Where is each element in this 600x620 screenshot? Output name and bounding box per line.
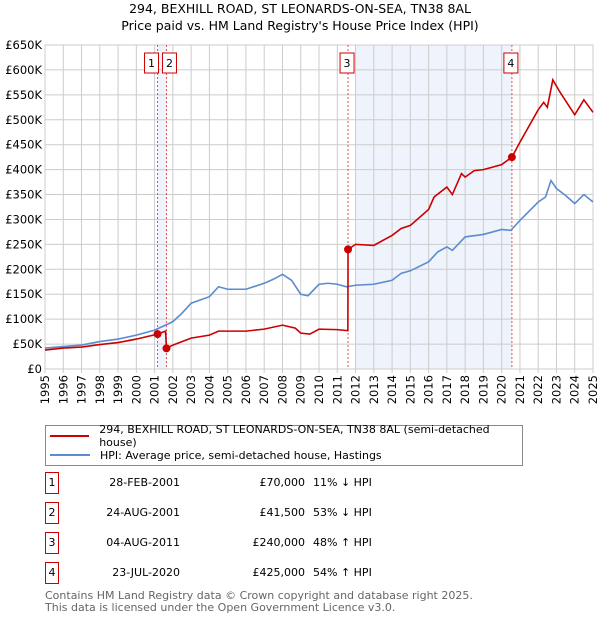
sale-label-box	[503, 52, 519, 74]
x-tick-label: 2017	[440, 375, 454, 404]
y-tick-label: £250K	[5, 237, 42, 251]
shaded-period	[157, 45, 167, 369]
sale-number: 4	[45, 562, 59, 584]
plot-border	[44, 44, 594, 370]
x-tick-label: 2015	[403, 375, 417, 404]
sale-hpi-diff: 11% ↓ HPI	[313, 476, 372, 489]
x-tick-label: 2002	[166, 375, 180, 404]
sale-number: 1	[45, 472, 59, 494]
x-tick-label: 2011	[330, 375, 344, 404]
sale-date: 28-FEB-2001	[109, 476, 180, 489]
sale-hpi-diff: 48% ↑ HPI	[313, 536, 372, 549]
y-tick-label: £450K	[5, 138, 42, 152]
y-tick-label: £650K	[5, 38, 42, 52]
footer: Contains HM Land Registry data © Crown c…	[45, 590, 473, 614]
sale-point	[162, 344, 171, 353]
sale-date: 23-JUL-2020	[112, 566, 180, 579]
sale-price: £425,000	[252, 566, 306, 579]
footer-line: This data is licensed under the Open Gov…	[45, 601, 396, 614]
sale-label: 2	[166, 57, 173, 70]
sale-price: £41,500	[259, 506, 306, 519]
x-tick-label: 1997	[75, 375, 89, 404]
x-tick-label: 1999	[111, 375, 125, 404]
y-tick-label: £0	[27, 362, 42, 376]
price-paid-line	[44, 77, 594, 351]
sale-price: £70,000	[259, 476, 306, 489]
x-tick-label: 2016	[422, 375, 436, 404]
sale-label-box	[161, 52, 177, 74]
y-tick-label: £200K	[5, 262, 42, 276]
x-tick-label: 2000	[129, 375, 143, 404]
x-tick-label: 2001	[148, 375, 162, 404]
hpi-line	[44, 178, 594, 349]
sale-label: 3	[344, 57, 351, 70]
x-tick-label: 2020	[495, 375, 509, 404]
sale-date: 04-AUG-2011	[106, 536, 180, 549]
x-tick-label: 2007	[257, 375, 271, 404]
sale-label: 1	[148, 57, 155, 70]
sale-row: 4 23-JUL-2020 £425,000 54% ↑ HPI	[45, 562, 445, 584]
x-tick-label: 2005	[221, 375, 235, 404]
price-chart: £0 £50K £100K £150K £200K £250K £300K £350K £400…	[5, 38, 600, 404]
sale-date: 24-AUG-2001	[106, 506, 180, 519]
sale-hpi-diff: 53% ↓ HPI	[313, 506, 372, 519]
x-tick-label: 2023	[549, 375, 563, 404]
sale-number: 2	[45, 502, 59, 524]
sale-label-box	[339, 52, 355, 74]
red-line-swatch	[50, 435, 90, 437]
x-tick-label: 2006	[239, 375, 253, 404]
x-tick-label: 2021	[513, 375, 527, 404]
x-tick-label: 2008	[275, 375, 289, 404]
x-tick-label: 2010	[312, 375, 326, 404]
title: 294, BEXHILL ROAD, ST LEONARDS-ON-SEA, T…	[129, 1, 471, 16]
sale-point	[344, 245, 353, 254]
legend-label: 294, BEXHILL ROAD, ST LEONARDS-ON-SEA, T…	[99, 423, 490, 449]
x-tick-label: 2022	[531, 375, 545, 404]
y-tick-label: £150K	[5, 287, 42, 301]
x-tick-label: 2014	[385, 375, 399, 404]
x-tick-label: 1995	[38, 375, 52, 404]
shaded-period	[355, 45, 512, 369]
sale-row: 1 28-FEB-2001 £70,000 11% ↓ HPI	[45, 472, 445, 494]
sale-row: 3 04-AUG-2011 £240,000 48% ↑ HPI	[45, 532, 445, 554]
sale-row: 2 24-AUG-2001 £41,500 53% ↓ HPI	[45, 502, 445, 524]
x-tick-label: 2013	[367, 375, 381, 404]
x-tick-label: 2003	[184, 375, 198, 404]
x-tick-label: 2025	[586, 375, 600, 404]
sale-price: £240,000	[252, 536, 306, 549]
y-tick-label: £50K	[13, 337, 43, 351]
sale-point	[153, 330, 162, 339]
legend: 294, BEXHILL ROAD, ST LEONARDS-ON-SEA, T…	[45, 423, 523, 466]
y-tick-label: £100K	[5, 312, 42, 326]
sale-label: 4	[507, 57, 514, 70]
x-tick-label: 2024	[568, 375, 582, 404]
legend-item-property: 294, BEXHILL ROAD, ST LEONARDS-ON-SEA, T…	[50, 423, 522, 449]
y-tick-label: £350K	[5, 188, 42, 202]
y-tick-label: £500K	[5, 113, 42, 127]
chart-title: 294, BEXHILL ROAD, ST LEONARDS-ON-SEA, T…	[0, 0, 600, 34]
x-tick-label: 2019	[476, 375, 490, 404]
y-tick-label: £550K	[5, 88, 42, 102]
x-tick-label: 2004	[202, 375, 216, 404]
y-tick-label: £600K	[5, 63, 42, 77]
x-tick-label: 1998	[93, 375, 107, 404]
legend-label: HPI: Average price, semi-detached house,…	[100, 448, 382, 462]
x-tick-label: 2009	[294, 375, 308, 404]
y-tick-label: £300K	[5, 212, 42, 226]
blue-line-swatch	[50, 454, 90, 456]
subtitle: Price paid vs. HM Land Registry's House …	[121, 18, 479, 33]
x-tick-label: 2012	[349, 375, 363, 404]
legend-item-hpi: HPI: Average price, semi-detached house,…	[50, 446, 382, 464]
sale-point	[507, 153, 516, 162]
y-tick-label: £400K	[5, 163, 42, 177]
sale-label-box	[144, 52, 160, 74]
footer-line: Contains HM Land Registry data © Crown c…	[45, 589, 473, 602]
sale-hpi-diff: 54% ↑ HPI	[313, 566, 372, 579]
sale-number: 3	[45, 532, 59, 554]
x-tick-label: 2018	[458, 375, 472, 404]
x-tick-label: 1996	[56, 375, 70, 404]
